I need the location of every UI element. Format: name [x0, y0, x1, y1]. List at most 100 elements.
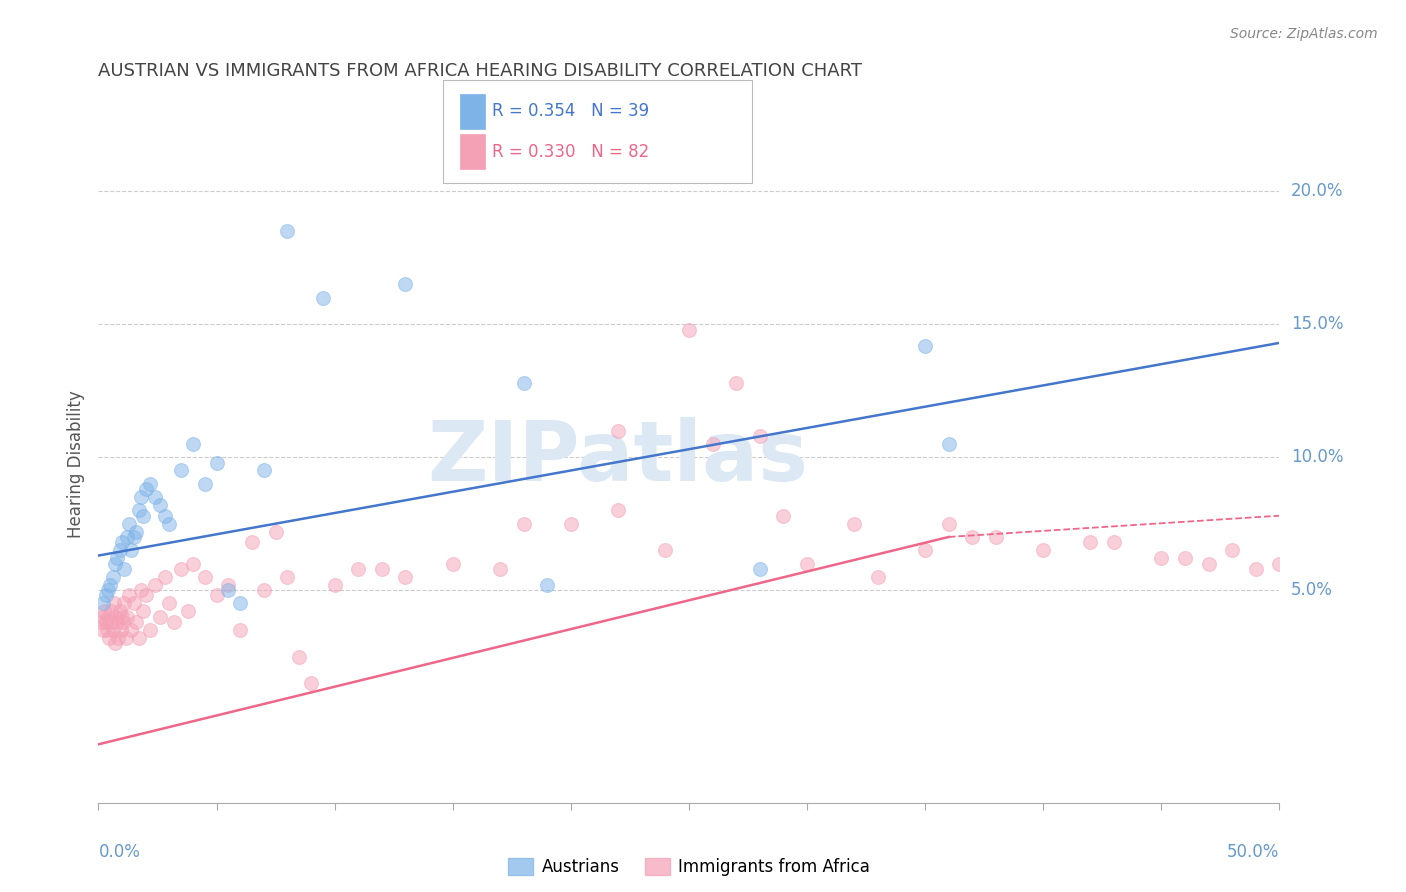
Point [143, 490, 166, 504]
Point [91, 596, 114, 610]
Text: ZIPatlas: ZIPatlas [427, 417, 808, 498]
Point [1150, 551, 1173, 566]
Point [112, 615, 135, 629]
Point [748, 562, 770, 576]
Point [702, 437, 724, 451]
Point [938, 516, 960, 531]
Point [129, 583, 152, 598]
Point [607, 424, 630, 438]
Point [205, 589, 228, 603]
Point [108, 543, 131, 558]
Point [288, 649, 311, 664]
Point [96, 623, 118, 637]
Point [796, 557, 818, 571]
Point [962, 530, 984, 544]
Point [97, 583, 120, 598]
Point [143, 578, 166, 592]
Point [149, 609, 172, 624]
Point [128, 503, 150, 517]
Point [1174, 551, 1197, 566]
Point [118, 516, 141, 531]
Point [108, 604, 131, 618]
Point [914, 543, 936, 558]
Point [125, 524, 148, 539]
Point [217, 578, 239, 592]
Point [104, 636, 127, 650]
Point [181, 557, 204, 571]
Point [229, 623, 252, 637]
Point [394, 277, 416, 292]
Point [139, 476, 162, 491]
Point [107, 631, 129, 645]
Text: 20.0%: 20.0% [1291, 182, 1343, 201]
Point [105, 551, 128, 566]
Point [115, 530, 138, 544]
Point [654, 543, 676, 558]
Point [135, 482, 157, 496]
Point [101, 623, 124, 637]
Point [866, 570, 889, 584]
Point [149, 498, 172, 512]
Point [347, 562, 370, 576]
Text: Source: ZipAtlas.com: Source: ZipAtlas.com [1230, 27, 1378, 41]
Point [91, 609, 114, 624]
Point [153, 570, 176, 584]
Point [91, 623, 114, 637]
Point [157, 596, 180, 610]
Point [181, 437, 204, 451]
Point [253, 463, 276, 477]
Point [323, 578, 346, 592]
Point [312, 291, 335, 305]
Point [98, 631, 121, 645]
Point [984, 530, 1007, 544]
Point [938, 437, 960, 451]
Text: 5.0%: 5.0% [1291, 581, 1333, 599]
Point [299, 676, 322, 690]
Point [240, 535, 263, 549]
Point [122, 596, 145, 610]
Point [276, 224, 298, 238]
Point [1102, 535, 1125, 549]
Point [125, 615, 148, 629]
Text: 10.0%: 10.0% [1291, 448, 1343, 467]
Point [217, 583, 239, 598]
Point [253, 583, 276, 598]
Text: AUSTRIAN VS IMMIGRANTS FROM AFRICA HEARING DISABILITY CORRELATION CHART: AUSTRIAN VS IMMIGRANTS FROM AFRICA HEARI… [98, 62, 862, 80]
Point [93, 604, 115, 618]
Point [101, 570, 124, 584]
Point [1198, 557, 1220, 571]
Point [112, 596, 135, 610]
Point [157, 516, 180, 531]
Point [121, 623, 143, 637]
Point [153, 508, 176, 523]
Point [105, 609, 128, 624]
Point [115, 609, 138, 624]
Legend: Austrians, Immigrants from Africa: Austrians, Immigrants from Africa [502, 851, 876, 882]
Point [139, 623, 162, 637]
Point [748, 429, 770, 443]
Point [194, 570, 217, 584]
Text: R = 0.354   N = 39: R = 0.354 N = 39 [492, 103, 650, 120]
Point [135, 589, 157, 603]
Point [103, 596, 125, 610]
Point [1220, 543, 1243, 558]
Point [678, 322, 700, 336]
Point [112, 562, 135, 576]
Point [132, 508, 155, 523]
Point [97, 609, 120, 624]
Point [110, 623, 132, 637]
Text: 50.0%: 50.0% [1227, 843, 1279, 861]
Point [98, 615, 121, 629]
Text: 0.0%: 0.0% [98, 843, 141, 861]
Point [170, 463, 193, 477]
Point [914, 338, 936, 352]
Y-axis label: Hearing Disability: Hearing Disability [66, 390, 84, 538]
Text: 15.0%: 15.0% [1291, 315, 1343, 334]
Point [170, 562, 193, 576]
Point [100, 604, 122, 618]
Point [560, 516, 582, 531]
Point [194, 476, 217, 491]
Point [512, 376, 534, 390]
Point [772, 508, 794, 523]
Point [536, 578, 558, 592]
